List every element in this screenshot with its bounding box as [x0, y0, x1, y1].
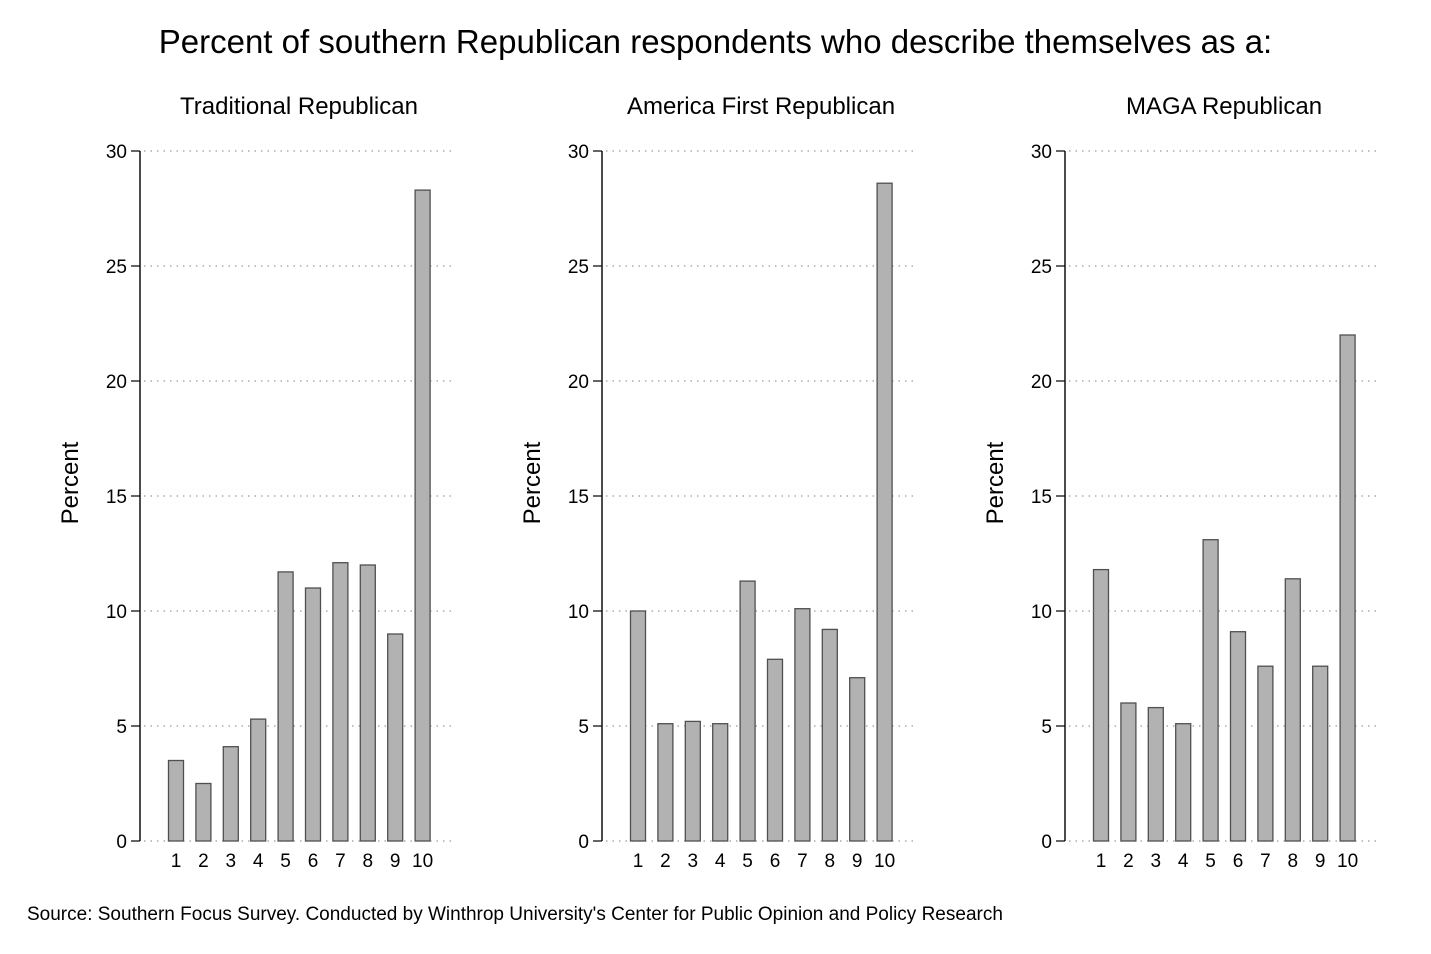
panel-2-x-tick-label: 6	[770, 851, 781, 872]
panel-1-x-tick-label: 2	[198, 851, 209, 872]
panel-3-y-tick-label: 25	[1031, 257, 1052, 278]
panel-1-x-tick-label: 8	[363, 851, 374, 872]
panel-3-y-tick-label: 20	[1031, 372, 1052, 393]
panel-3-y-tick-label: 10	[1031, 602, 1052, 623]
panel-2-x-tick-label: 10	[874, 851, 895, 872]
panel-2-x-tick-label: 3	[688, 851, 699, 872]
panel-1-bar	[222, 746, 239, 842]
panel-2-bar	[629, 610, 647, 842]
panel-1-y-tick-label: 20	[106, 372, 127, 393]
panel-2-x-tick-label: 2	[660, 851, 671, 872]
panel-3-bar	[1202, 539, 1219, 842]
panel-2-bar	[657, 723, 674, 842]
panel-1-y-axis-label: Percent	[57, 441, 84, 524]
panel-3-bar	[1120, 702, 1137, 842]
panel-2-x-tick-label: 1	[633, 851, 644, 872]
panel-3-bar	[1147, 706, 1164, 842]
panel-1-y-tick-label: 10	[106, 602, 127, 623]
panel-2-y-tick-label: 10	[568, 602, 589, 623]
panel-2-bar	[876, 182, 893, 842]
panel-3-bar	[1092, 568, 1110, 842]
panel-3-x-tick-label: 1	[1096, 851, 1107, 872]
panel-3-x-tick-label: 10	[1337, 851, 1358, 872]
panel-2-bar	[684, 720, 701, 842]
panel-1-bar	[277, 571, 294, 842]
panel-3-bar	[1284, 578, 1301, 842]
panel-2-bar	[849, 677, 866, 842]
panel-2-y-tick-label: 25	[568, 257, 589, 278]
panel-1-bar	[195, 782, 212, 842]
panel-3-y-tick-label: 5	[1041, 717, 1052, 738]
panel-1-bar	[414, 189, 431, 842]
panel-1-x-tick-label: 1	[171, 851, 182, 872]
panel-3-x-tick-label: 7	[1260, 851, 1271, 872]
panel-2-y-axis-label: Percent	[519, 441, 546, 524]
panel-2-y-tick-label: 30	[568, 142, 589, 163]
source-note: Source: Southern Focus Survey. Conducted…	[27, 904, 1003, 925]
panel-3-title: MAGA Republican	[1126, 93, 1322, 120]
panel-1-x-tick-label: 7	[335, 851, 346, 872]
panel-1-bar	[359, 564, 376, 842]
panel-2-bar	[739, 580, 756, 842]
panel-2-bar	[766, 658, 784, 842]
panel-3-y-tick-label: 0	[1041, 832, 1052, 853]
panel-1-title: Traditional Republican	[180, 93, 418, 120]
panel-2-bar	[794, 608, 811, 842]
panel-2-x-tick-label: 4	[715, 851, 726, 872]
page-title: Percent of southern Republican responden…	[158, 23, 1273, 60]
panel-3-y-axis-label: Percent	[982, 441, 1009, 524]
panel-1-y-tick-label: 25	[106, 257, 127, 278]
panel-1-x-tick-label: 9	[390, 851, 401, 872]
panel-1-bar	[304, 587, 322, 842]
panel-1-y-tick-label: 30	[106, 142, 127, 163]
panel-2-y-tick-label: 0	[578, 832, 589, 853]
panel-1-bar	[167, 759, 185, 842]
panel-2-bar	[821, 628, 838, 842]
panel-2-title: America First Republican	[627, 93, 895, 120]
panel-3-y-tick-label: 30	[1031, 142, 1052, 163]
panel-3-bar	[1312, 665, 1329, 842]
panel-1-bar	[250, 718, 267, 842]
panel-3-x-tick-label: 6	[1233, 851, 1244, 872]
panel-3-x-tick-label: 2	[1123, 851, 1134, 872]
panel-1-x-tick-label: 3	[226, 851, 237, 872]
panel-2-x-tick-label: 7	[797, 851, 808, 872]
panel-2-x-tick-label: 9	[852, 851, 863, 872]
panel-2-y-tick-label: 20	[568, 372, 589, 393]
panel-3-bar	[1175, 723, 1192, 842]
panel-3-y-tick-label: 15	[1031, 487, 1052, 508]
panel-3-x-tick-label: 5	[1205, 851, 1216, 872]
panel-1-bar	[332, 562, 349, 842]
panel-3-x-tick-label: 3	[1151, 851, 1162, 872]
panel-3-bar	[1257, 665, 1274, 842]
panel-1-y-tick-label: 15	[106, 487, 127, 508]
panel-2-x-tick-label: 5	[742, 851, 753, 872]
panel-1-x-tick-label: 6	[308, 851, 319, 872]
panel-1-x-tick-label: 10	[412, 851, 433, 872]
panel-1-bar	[387, 633, 404, 842]
panel-1-y-tick-label: 5	[116, 717, 127, 738]
panel-1-x-tick-label: 4	[253, 851, 264, 872]
panel-2-x-tick-label: 8	[825, 851, 836, 872]
panel-3-bar	[1339, 334, 1356, 842]
panel-3-x-tick-label: 4	[1178, 851, 1189, 872]
panel-2-bar	[712, 723, 729, 842]
panel-1-x-tick-label: 5	[280, 851, 291, 872]
panel-3-x-tick-label: 8	[1288, 851, 1299, 872]
panel-3-x-tick-label: 9	[1315, 851, 1326, 872]
panel-1-y-tick-label: 0	[116, 832, 127, 853]
panel-2-y-tick-label: 15	[568, 487, 589, 508]
panel-3-bar	[1229, 631, 1247, 842]
panel-2-y-tick-label: 5	[578, 717, 589, 738]
